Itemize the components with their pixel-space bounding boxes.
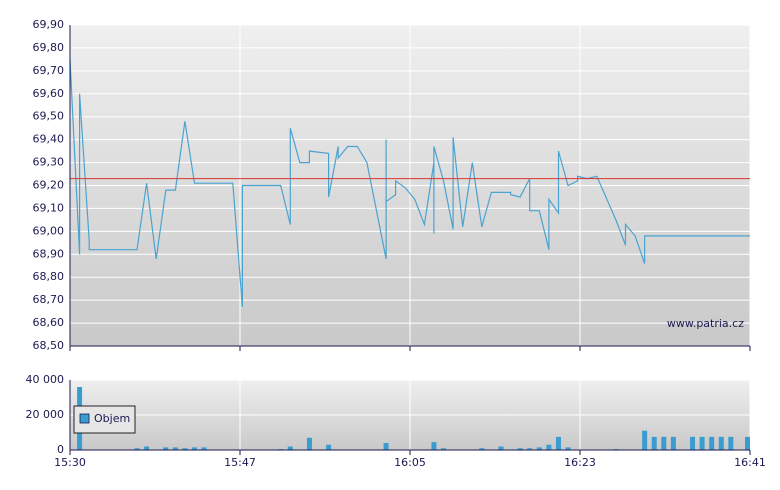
volume-bar <box>144 446 150 450</box>
volume-bar <box>651 436 657 450</box>
x-tick-label: 16:05 <box>394 456 426 469</box>
y-tick-label: 69,40 <box>33 133 65 146</box>
x-tick-label: 16:23 <box>564 456 596 469</box>
y-tick-label: 69,10 <box>33 201 65 214</box>
volume-bar <box>182 448 188 450</box>
volume-bar <box>546 444 552 450</box>
y-tick-label: 69,70 <box>33 64 65 77</box>
volume-bar <box>699 436 705 450</box>
y-tick-label: 69,20 <box>33 179 65 192</box>
volume-bar <box>287 446 293 450</box>
volume-bar <box>661 436 667 450</box>
watermark: www.patria.cz <box>667 317 744 330</box>
volume-bar <box>201 447 207 450</box>
volume-bar <box>431 442 437 450</box>
y-tick-label: 68,50 <box>33 339 65 352</box>
volume-bar <box>565 447 571 450</box>
volume-bar <box>479 448 485 450</box>
y-tick-label: 20 000 <box>26 408 65 421</box>
volume-bar <box>383 443 389 450</box>
y-tick-label: 40 000 <box>26 373 65 386</box>
y-tick-label: 68,60 <box>33 316 65 329</box>
y-tick-label: 68,90 <box>33 247 65 260</box>
volume-bar <box>670 436 676 450</box>
volume-bar <box>163 447 169 450</box>
volume-bar <box>709 436 715 450</box>
volume-bar <box>690 436 696 450</box>
y-tick-label: 69,90 <box>33 18 65 31</box>
volume-bar <box>527 448 533 450</box>
volume-bar <box>728 436 734 450</box>
x-tick-label: 15:30 <box>54 456 86 469</box>
y-tick-label: 69,00 <box>33 224 65 237</box>
volume-bar <box>441 448 447 450</box>
volume-bar <box>172 447 178 450</box>
volume-bar <box>555 436 561 450</box>
volume-bar <box>498 446 504 450</box>
y-tick-label: 69,30 <box>33 156 65 169</box>
y-tick-label: 68,70 <box>33 293 65 306</box>
legend-label: Objem <box>94 412 130 425</box>
legend-swatch <box>79 413 90 424</box>
volume-bar <box>326 444 332 450</box>
volume-bar <box>718 436 724 450</box>
y-tick-label: 69,60 <box>33 87 65 100</box>
x-tick-label: 16:41 <box>734 456 766 469</box>
y-tick-label: 68,80 <box>33 270 65 283</box>
volume-bar <box>192 447 198 450</box>
y-tick-label: 69,80 <box>33 41 65 54</box>
volume-bar <box>642 430 648 450</box>
volume-bar <box>306 437 312 450</box>
x-tick-label: 15:47 <box>224 456 256 469</box>
price-line <box>69 59 750 308</box>
volume-bar <box>745 436 750 450</box>
volume-bar <box>536 447 542 450</box>
volume-bar <box>517 448 523 450</box>
volume-bar <box>134 448 140 450</box>
y-tick-label: 0 <box>57 443 64 456</box>
y-tick-label: 69,50 <box>33 110 65 123</box>
